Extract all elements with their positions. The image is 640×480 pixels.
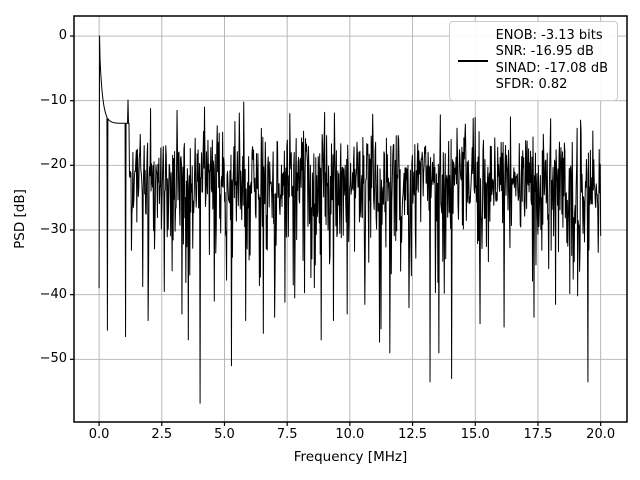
- x-tick-label-0.0: 0.0: [88, 427, 110, 442]
- x-axis-label: Frequency [MHz]: [293, 449, 408, 465]
- x-tick-label-17.5: 17.5: [523, 427, 553, 442]
- y-tick-label-−20: −20: [39, 157, 67, 173]
- y-tick-label-−50: −50: [39, 351, 67, 367]
- legend-snr: SNR: -16.95 dB: [495, 44, 594, 60]
- legend-enob: ENOB: -3.13 bits: [495, 28, 603, 43]
- x-tick-label-12.5: 12.5: [398, 427, 428, 442]
- x-tick-label-10.0: 10.0: [335, 427, 365, 442]
- x-tick-label-20.0: 20.0: [586, 427, 616, 442]
- y-tick-label-−40: −40: [39, 286, 67, 302]
- x-tick-label-5.0: 5.0: [214, 427, 235, 442]
- legend-sinad: SINAD: -17.08 dB: [495, 60, 608, 76]
- x-tick-label-2.5: 2.5: [151, 427, 173, 442]
- axes-spines: [73, 15, 628, 423]
- legend-sfdr: SFDR: 0.82: [495, 77, 568, 93]
- y-tick-label-0: 0: [58, 28, 67, 44]
- legend-line-sample: [457, 59, 488, 63]
- y-tick-label-−30: −30: [39, 221, 67, 237]
- y-tick-label-−10: −10: [39, 92, 67, 108]
- x-tick-label-15.0: 15.0: [460, 427, 490, 442]
- psd-trace: [98, 35, 602, 404]
- x-tick-label-7.5: 7.5: [276, 427, 298, 442]
- legend-text: ENOB: -3.13 bits SNR: -16.95 dB SINAD: -…: [496, 28, 608, 94]
- y-axis-label: PSD [dB]: [12, 189, 28, 249]
- legend: ENOB: -3.13 bits SNR: -16.95 dB SINAD: -…: [448, 21, 618, 101]
